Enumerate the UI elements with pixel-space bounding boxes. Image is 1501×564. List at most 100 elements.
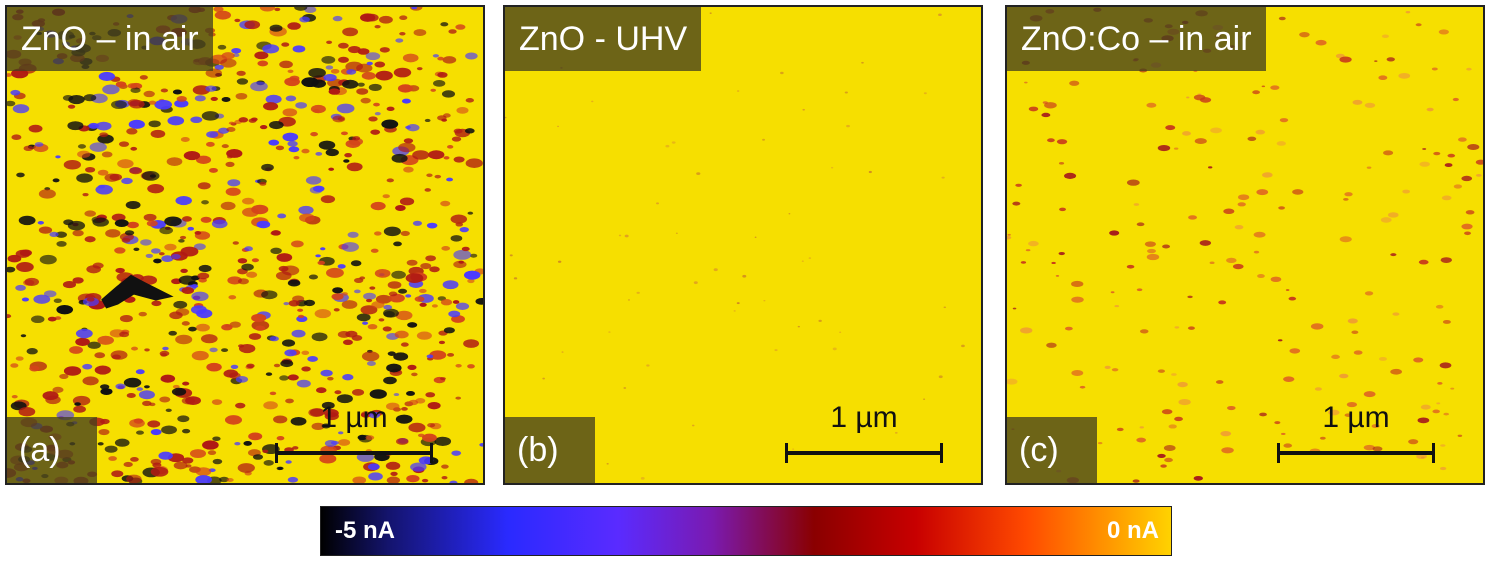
speckle bbox=[440, 200, 451, 207]
speckle bbox=[1443, 412, 1449, 416]
speckle bbox=[296, 379, 311, 388]
speckle bbox=[736, 302, 740, 305]
speckle bbox=[356, 88, 369, 95]
speckle bbox=[86, 297, 95, 302]
speckle bbox=[154, 99, 173, 110]
speckle bbox=[320, 247, 326, 251]
speckle bbox=[1444, 163, 1453, 168]
speckle bbox=[151, 300, 162, 307]
speckle bbox=[246, 363, 255, 369]
speckle bbox=[259, 181, 267, 186]
speckle bbox=[1109, 230, 1120, 236]
speckle bbox=[943, 306, 947, 309]
speckle bbox=[171, 387, 187, 396]
speckle bbox=[180, 246, 199, 257]
speckle bbox=[105, 229, 121, 238]
speckle bbox=[1386, 57, 1395, 62]
speckle bbox=[315, 151, 323, 156]
speckle bbox=[297, 308, 304, 312]
speckle bbox=[1278, 16, 1286, 21]
speckle bbox=[1110, 291, 1115, 294]
speckle bbox=[362, 321, 369, 325]
speckle bbox=[467, 211, 474, 215]
speckle bbox=[274, 7, 281, 12]
speckle bbox=[636, 291, 640, 294]
speckle bbox=[1237, 202, 1246, 207]
speckle bbox=[369, 389, 387, 399]
speckle bbox=[894, 431, 898, 434]
speckle bbox=[213, 7, 224, 12]
speckle bbox=[333, 308, 340, 312]
speckle bbox=[292, 45, 306, 53]
speckle bbox=[367, 463, 380, 471]
speckle bbox=[442, 280, 459, 290]
speckle bbox=[200, 216, 212, 223]
speckle bbox=[465, 98, 474, 103]
speckle bbox=[1071, 370, 1084, 376]
speckle bbox=[1277, 339, 1283, 342]
speckle bbox=[383, 376, 397, 385]
panel-a-title: ZnO – in air bbox=[7, 7, 213, 71]
speckle bbox=[608, 331, 611, 333]
speckle bbox=[405, 273, 424, 283]
speckle bbox=[294, 7, 308, 11]
speckle bbox=[56, 241, 67, 247]
speckle bbox=[1475, 159, 1483, 165]
speckle bbox=[407, 364, 417, 370]
speckle bbox=[323, 73, 337, 82]
speckle bbox=[136, 430, 144, 435]
speckle bbox=[269, 24, 283, 32]
speckle bbox=[181, 321, 190, 326]
speckle bbox=[328, 88, 341, 95]
speckle bbox=[418, 456, 434, 465]
speckle bbox=[1435, 304, 1444, 309]
speckle bbox=[21, 297, 30, 302]
speckle bbox=[391, 270, 406, 279]
speckle bbox=[318, 140, 336, 150]
afm-panel-b: ZnO - UHV (b) 1 µm bbox=[503, 5, 983, 485]
speckle bbox=[1116, 427, 1124, 432]
speckle bbox=[411, 7, 418, 10]
speckle bbox=[390, 471, 398, 476]
speckle bbox=[1071, 296, 1084, 303]
speckle bbox=[338, 56, 349, 63]
speckle bbox=[1353, 350, 1363, 355]
speckle bbox=[241, 263, 254, 271]
speckle bbox=[238, 117, 249, 123]
speckle bbox=[211, 219, 228, 229]
speckle bbox=[1432, 409, 1440, 414]
speckle bbox=[388, 291, 398, 297]
speckle bbox=[337, 330, 351, 338]
speckle bbox=[244, 20, 261, 30]
speckle bbox=[153, 258, 162, 264]
speckle bbox=[304, 7, 317, 14]
speckle bbox=[479, 443, 483, 447]
speckle bbox=[173, 461, 188, 470]
speckle bbox=[1020, 327, 1033, 334]
speckle bbox=[315, 254, 321, 258]
speckle bbox=[407, 322, 418, 328]
speckle bbox=[399, 15, 408, 20]
speckle bbox=[289, 75, 300, 82]
speckle bbox=[453, 260, 467, 269]
speckle bbox=[150, 466, 169, 477]
speckle bbox=[1344, 192, 1353, 197]
speckle bbox=[244, 246, 253, 252]
speckle bbox=[1007, 235, 1012, 240]
speckle bbox=[640, 477, 645, 480]
speckle bbox=[961, 344, 965, 348]
speckle bbox=[147, 184, 165, 194]
speckle bbox=[691, 424, 695, 427]
speckle bbox=[49, 231, 59, 237]
speckle bbox=[99, 132, 109, 138]
speckle bbox=[1058, 161, 1065, 165]
speckle bbox=[347, 231, 359, 238]
speckle bbox=[83, 94, 97, 102]
speckle bbox=[1178, 399, 1191, 406]
speckle bbox=[357, 434, 368, 441]
speckle bbox=[303, 299, 316, 307]
speckle bbox=[733, 310, 736, 312]
speckle bbox=[262, 44, 280, 54]
speckle bbox=[938, 13, 942, 17]
speckle bbox=[281, 42, 290, 47]
